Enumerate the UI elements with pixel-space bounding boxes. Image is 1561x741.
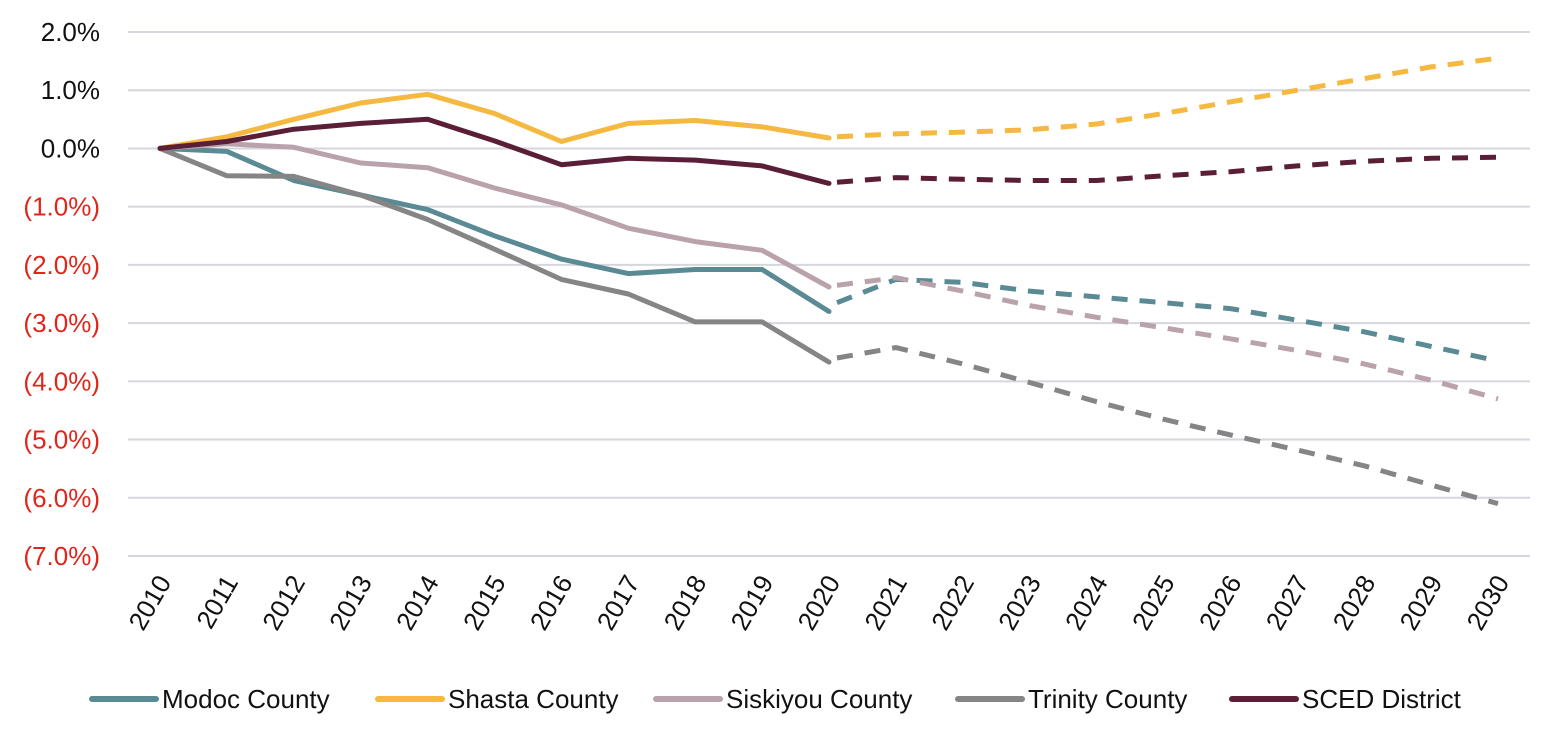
line-chart: 2.0% 1.0% 0.0% (1.0%) (2.0%) (3.0%) (4.0%) (5.0…: [0, 0, 1561, 741]
y-tick-label: (3.0%): [23, 308, 100, 338]
series-line-actual: [160, 148, 829, 362]
y-tick-label: 1.0%: [41, 75, 100, 105]
legend-label: Siskiyou County: [726, 684, 912, 714]
legend-item: Trinity County: [958, 684, 1187, 714]
x-tick-label: 2025: [1126, 570, 1181, 635]
legend-item: Shasta County: [378, 684, 619, 714]
x-tick-label: 2016: [524, 570, 579, 635]
x-tick-label: 2018: [657, 570, 712, 635]
y-tick-label: (6.0%): [23, 483, 100, 513]
y-tick-label: 2.0%: [41, 17, 100, 47]
x-tick-label: 2029: [1393, 570, 1448, 635]
legend-item: SCED District: [1232, 684, 1462, 714]
x-tick-label: 2023: [992, 570, 1047, 635]
series-shasta-county: [160, 58, 1498, 148]
y-tick-label: (5.0%): [23, 425, 100, 455]
x-tick-label: 2028: [1326, 570, 1381, 635]
x-tick-label: 2017: [591, 570, 646, 635]
x-tick-label: 2013: [323, 570, 378, 635]
y-axis: 2.0% 1.0% 0.0% (1.0%) (2.0%) (3.0%) (4.0%) (5.0…: [23, 17, 100, 571]
x-tick-label: 2026: [1193, 570, 1248, 635]
x-tick-label: 2019: [724, 570, 779, 635]
legend-label: SCED District: [1302, 684, 1462, 714]
series-line-projected: [837, 157, 1498, 182]
x-tick-label: 2010: [122, 570, 177, 635]
x-tick-label: 2030: [1460, 570, 1515, 635]
series-line-actual: [160, 148, 829, 311]
legend: Modoc County Shasta County Siskiyou County…: [92, 684, 1462, 714]
y-tick-label: (1.0%): [23, 192, 100, 222]
legend-item: Siskiyou County: [656, 684, 912, 714]
x-tick-label: 2021: [858, 570, 913, 635]
x-axis: 2010 2011 2012 2013 2014 2015 2016 2017 2018 2019…: [122, 570, 1515, 635]
series-lines: [160, 58, 1498, 503]
legend-label: Trinity County: [1028, 684, 1187, 714]
x-tick-label: 2012: [256, 570, 311, 635]
legend-label: Shasta County: [448, 684, 619, 714]
y-tick-label: (2.0%): [23, 250, 100, 280]
x-tick-label: 2011: [190, 570, 244, 633]
y-tick-label: (7.0%): [23, 541, 100, 571]
series-line-projected: [837, 58, 1498, 137]
series-sced-district: [160, 119, 1498, 183]
legend-label: Modoc County: [162, 684, 330, 714]
x-tick-label: 2024: [1059, 570, 1114, 635]
x-tick-label: 2020: [791, 570, 846, 635]
x-tick-label: 2014: [390, 570, 445, 635]
y-tick-label: (4.0%): [23, 366, 100, 396]
x-tick-label: 2015: [457, 570, 512, 635]
y-tick-label: 0.0%: [41, 133, 100, 163]
x-tick-label: 2027: [1260, 570, 1315, 635]
series-line-projected: [837, 279, 1498, 361]
series-modoc-county: [160, 148, 1498, 361]
x-tick-label: 2022: [925, 570, 980, 635]
series-trinity-county: [160, 148, 1498, 503]
legend-item: Modoc County: [92, 684, 330, 714]
